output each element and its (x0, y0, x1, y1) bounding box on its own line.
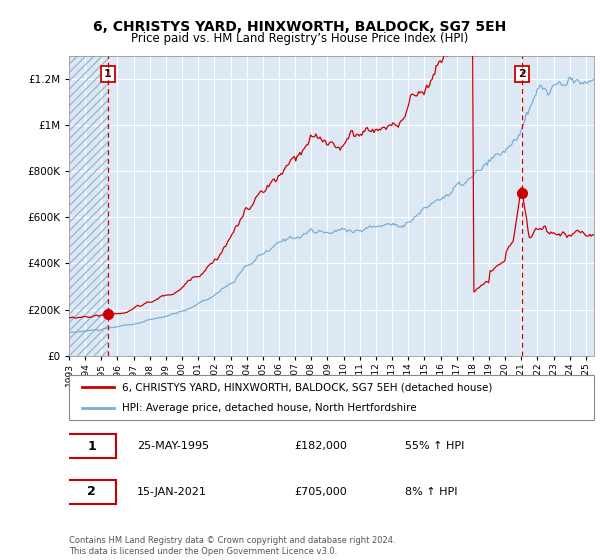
Text: Contains HM Land Registry data © Crown copyright and database right 2024.
This d: Contains HM Land Registry data © Crown c… (69, 536, 395, 556)
FancyBboxPatch shape (69, 375, 594, 420)
Text: £182,000: £182,000 (295, 441, 347, 451)
Text: 6, CHRISTYS YARD, HINXWORTH, BALDOCK, SG7 5EH: 6, CHRISTYS YARD, HINXWORTH, BALDOCK, SG… (94, 20, 506, 34)
Text: 2: 2 (518, 69, 526, 79)
Bar (69, 56, 108, 356)
Text: 1: 1 (104, 69, 112, 79)
Text: 55% ↑ HPI: 55% ↑ HPI (405, 441, 464, 451)
Text: 25-MAY-1995: 25-MAY-1995 (137, 441, 209, 451)
Text: 15-JAN-2021: 15-JAN-2021 (137, 487, 207, 497)
Text: 2: 2 (87, 485, 96, 498)
Text: 1: 1 (87, 440, 96, 453)
Text: Price paid vs. HM Land Registry’s House Price Index (HPI): Price paid vs. HM Land Registry’s House … (131, 31, 469, 45)
FancyBboxPatch shape (67, 479, 116, 504)
FancyBboxPatch shape (67, 434, 116, 459)
Bar (69, 56, 108, 356)
Text: HPI: Average price, detached house, North Hertfordshire: HPI: Average price, detached house, Nort… (121, 403, 416, 413)
Text: £705,000: £705,000 (295, 487, 347, 497)
Text: 8% ↑ HPI: 8% ↑ HPI (405, 487, 458, 497)
Text: 6, CHRISTYS YARD, HINXWORTH, BALDOCK, SG7 5EH (detached house): 6, CHRISTYS YARD, HINXWORTH, BALDOCK, SG… (121, 382, 492, 393)
